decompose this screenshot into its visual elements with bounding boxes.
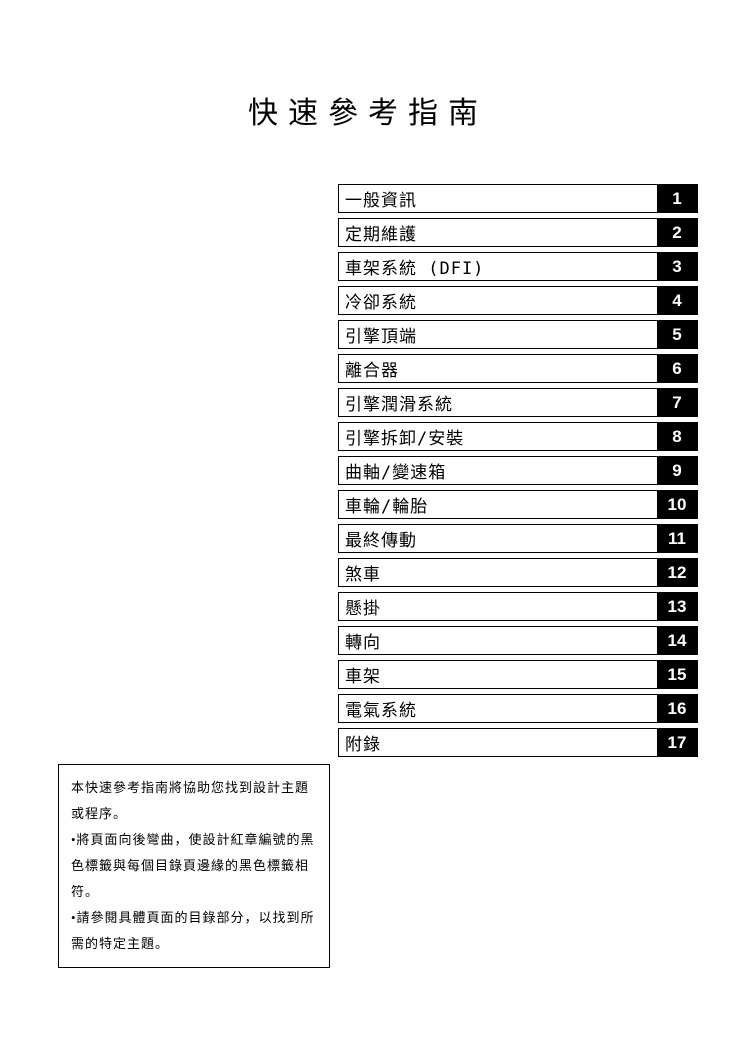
toc-number-tab: 5 bbox=[657, 321, 697, 348]
toc-label: 引擎拆卸/安裝 bbox=[339, 423, 657, 450]
toc-number-tab: 4 bbox=[657, 287, 697, 314]
toc-row[interactable]: 煞車 12 bbox=[338, 558, 698, 587]
toc-label: 離合器 bbox=[339, 355, 657, 382]
toc-number-tab: 7 bbox=[657, 389, 697, 416]
toc-label: 電氣系統 bbox=[339, 695, 657, 722]
toc-row[interactable]: 引擎頂端 5 bbox=[338, 320, 698, 349]
toc-number-tab: 3 bbox=[657, 253, 697, 280]
toc-number-tab: 13 bbox=[657, 593, 697, 620]
toc-row[interactable]: 一般資訊 1 bbox=[338, 184, 698, 213]
toc-label: 曲軸/變速箱 bbox=[339, 457, 657, 484]
toc-number-tab: 6 bbox=[657, 355, 697, 382]
toc-number-tab: 15 bbox=[657, 661, 697, 688]
toc-number-tab: 1 bbox=[657, 185, 697, 212]
toc-number-tab: 16 bbox=[657, 695, 697, 722]
page-title: 快速參考指南 bbox=[0, 88, 736, 132]
toc-label: 懸掛 bbox=[339, 593, 657, 620]
page: 快速參考指南 一般資訊 1 定期維護 2 車架系統 (DFI) 3 冷卻系統 4… bbox=[0, 0, 736, 1037]
toc-label: 附錄 bbox=[339, 729, 657, 756]
toc-row[interactable]: 最終傳動 11 bbox=[338, 524, 698, 553]
toc-label: 定期維護 bbox=[339, 219, 657, 246]
toc-number-tab: 17 bbox=[657, 729, 697, 756]
toc-label: 引擎潤滑系統 bbox=[339, 389, 657, 416]
toc-label: 車架 bbox=[339, 661, 657, 688]
table-of-contents: 一般資訊 1 定期維護 2 車架系統 (DFI) 3 冷卻系統 4 引擎頂端 5… bbox=[338, 184, 698, 762]
toc-label: 引擎頂端 bbox=[339, 321, 657, 348]
toc-label: 最終傳動 bbox=[339, 525, 657, 552]
toc-label: 車架系統 (DFI) bbox=[339, 253, 657, 280]
toc-row[interactable]: 冷卻系統 4 bbox=[338, 286, 698, 315]
toc-number-tab: 8 bbox=[657, 423, 697, 450]
toc-label: 一般資訊 bbox=[339, 185, 657, 212]
help-note-box: 本快速參考指南將協助您找到設計主題或程序。 •將頁面向後彎曲，使設計紅章編號的黑… bbox=[58, 764, 330, 968]
toc-row[interactable]: 車輪/輪胎 10 bbox=[338, 490, 698, 519]
note-line: 本快速參考指南將協助您找到設計主題或程序。 bbox=[71, 775, 319, 827]
toc-row[interactable]: 離合器 6 bbox=[338, 354, 698, 383]
toc-row[interactable]: 定期維護 2 bbox=[338, 218, 698, 247]
toc-label: 冷卻系統 bbox=[339, 287, 657, 314]
toc-row[interactable]: 轉向 14 bbox=[338, 626, 698, 655]
toc-row[interactable]: 懸掛 13 bbox=[338, 592, 698, 621]
toc-row[interactable]: 電氣系統 16 bbox=[338, 694, 698, 723]
toc-row[interactable]: 車架系統 (DFI) 3 bbox=[338, 252, 698, 281]
note-line: •將頁面向後彎曲，使設計紅章編號的黑色標籤與每個目錄頁邊緣的黑色標籤相符。 bbox=[71, 827, 319, 905]
toc-label: 轉向 bbox=[339, 627, 657, 654]
toc-label: 煞車 bbox=[339, 559, 657, 586]
toc-number-tab: 9 bbox=[657, 457, 697, 484]
toc-row[interactable]: 附錄 17 bbox=[338, 728, 698, 757]
toc-number-tab: 2 bbox=[657, 219, 697, 246]
note-line: •請參閱具體頁面的目錄部分，以找到所需的特定主題。 bbox=[71, 905, 319, 957]
toc-row[interactable]: 引擎拆卸/安裝 8 bbox=[338, 422, 698, 451]
toc-number-tab: 14 bbox=[657, 627, 697, 654]
toc-row[interactable]: 車架 15 bbox=[338, 660, 698, 689]
toc-number-tab: 12 bbox=[657, 559, 697, 586]
toc-row[interactable]: 曲軸/變速箱 9 bbox=[338, 456, 698, 485]
toc-row[interactable]: 引擎潤滑系統 7 bbox=[338, 388, 698, 417]
toc-number-tab: 11 bbox=[657, 525, 697, 552]
toc-number-tab: 10 bbox=[657, 491, 697, 518]
toc-label: 車輪/輪胎 bbox=[339, 491, 657, 518]
